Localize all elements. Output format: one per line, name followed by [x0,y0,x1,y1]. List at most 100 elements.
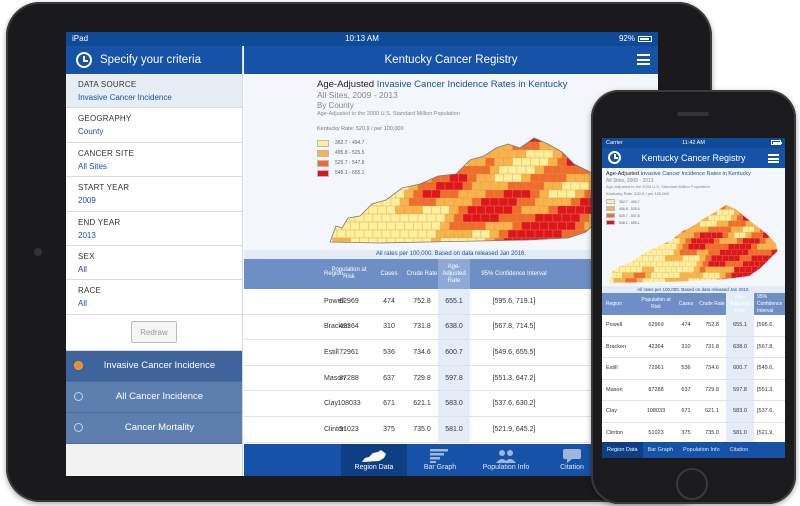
iphone-map-county[interactable] [685,226,692,233]
iphone-map-county[interactable] [673,272,680,279]
iphone-map-county[interactable] [745,266,752,273]
map-county[interactable] [381,213,392,223]
iphone-map-county[interactable] [691,215,697,222]
map-county[interactable] [471,181,482,191]
iphone-map-county[interactable] [751,198,757,204]
map-county[interactable] [458,141,468,151]
map-county[interactable] [566,189,576,199]
map-county[interactable] [399,229,410,239]
iphone-map-county[interactable] [682,209,689,216]
iphone-map-county[interactable] [685,238,692,244]
iphone-map-county[interactable] [648,266,654,273]
iphone-table-row[interactable]: Mason 87288 637 729.8 597.8 [551.3, [602,379,785,401]
iphone-map-county[interactable] [637,198,643,204]
map-county[interactable] [390,229,401,239]
iphone-map-county[interactable] [777,204,780,210]
iphone-map-county[interactable] [711,198,717,204]
iphone-map-county[interactable] [756,266,763,273]
map-county[interactable] [404,173,414,183]
iphone-map-county[interactable] [699,220,706,227]
map-county[interactable] [332,189,342,199]
iphone-map-county[interactable] [728,220,735,227]
iphone-map-county[interactable] [679,260,686,267]
map-county[interactable] [368,221,378,231]
map-county[interactable] [485,221,495,231]
iphone-map-county[interactable] [748,204,755,210]
map-county[interactable] [476,189,486,199]
iphone-map-county[interactable] [691,260,697,267]
map-county[interactable] [458,205,468,215]
iphone-map-county[interactable] [691,226,697,233]
map-county[interactable] [561,213,572,223]
iphone-map-county[interactable] [679,249,686,256]
map-county[interactable] [390,149,401,159]
iphone-map-county[interactable] [771,226,778,233]
map-county[interactable] [345,149,356,159]
map-county[interactable] [579,213,590,223]
map-county[interactable] [476,237,486,246]
map-county[interactable] [332,173,342,183]
map-county[interactable] [471,213,482,223]
map-county[interactable] [539,221,549,231]
iphone-map-county[interactable] [719,272,726,279]
iphone-map-county[interactable] [670,266,677,273]
iphone-map-county[interactable] [676,232,683,239]
map-county[interactable] [395,205,405,215]
iphone-map-county[interactable] [662,272,669,279]
iphone-map-county[interactable] [736,249,743,256]
iphone-map-county[interactable] [673,204,680,210]
map-county[interactable] [539,173,549,183]
map-county[interactable] [422,221,432,231]
map-county[interactable] [354,181,365,191]
map-county[interactable] [453,197,464,207]
iphone-map-county[interactable] [653,232,660,239]
iphone-map-county[interactable] [734,278,740,284]
iphone-map-county[interactable] [762,243,769,250]
map-county[interactable] [530,141,540,151]
map-county[interactable] [498,197,509,207]
map-county[interactable] [467,205,477,215]
iphone-map-county[interactable] [650,226,657,233]
iphone-map-county[interactable] [713,204,720,210]
iphone-map-county[interactable] [636,278,643,284]
map-county[interactable] [561,197,572,207]
iphone-map-county[interactable] [731,204,738,210]
iphone-map-county[interactable] [627,226,634,233]
map-county[interactable] [561,229,572,239]
map-county[interactable] [503,157,513,167]
iphone-map-county[interactable] [668,238,675,244]
map-county[interactable] [449,173,459,183]
iphone-map-county[interactable] [742,226,749,233]
iphone-map-county[interactable] [751,220,758,227]
iphone-map-county[interactable] [702,249,709,256]
map-county[interactable] [372,181,383,191]
iphone-map-county[interactable] [777,260,780,267]
iphone-map-county[interactable] [673,215,680,222]
iphone-map-county[interactable] [622,272,629,279]
iphone-map-county[interactable] [676,278,683,284]
iphone-map-county[interactable] [711,278,718,284]
iphone-map-county[interactable] [777,272,780,279]
map-county[interactable] [328,149,338,159]
iphone-map-county[interactable] [719,260,726,267]
iphone-map-county[interactable] [728,266,735,273]
map-county[interactable] [480,229,491,239]
map-county[interactable] [485,141,495,151]
iphone-map-county[interactable] [608,220,614,227]
iphone-map-county[interactable] [728,243,735,250]
map-county[interactable] [363,165,374,175]
iphone-map-county[interactable] [633,249,640,256]
map-county[interactable] [489,197,500,207]
radio-button[interactable] [74,361,83,371]
map-county[interactable] [399,134,410,143]
map-county[interactable] [494,157,504,167]
map-county[interactable] [377,173,387,183]
map-county[interactable] [363,134,374,143]
iphone-map-county[interactable] [619,266,626,273]
map-county[interactable] [449,189,459,199]
map-county[interactable] [354,229,365,239]
map-county[interactable] [512,189,522,199]
iphone-map-county[interactable] [610,260,617,267]
iphone-map-county[interactable] [625,278,632,284]
map-county[interactable] [503,237,513,246]
